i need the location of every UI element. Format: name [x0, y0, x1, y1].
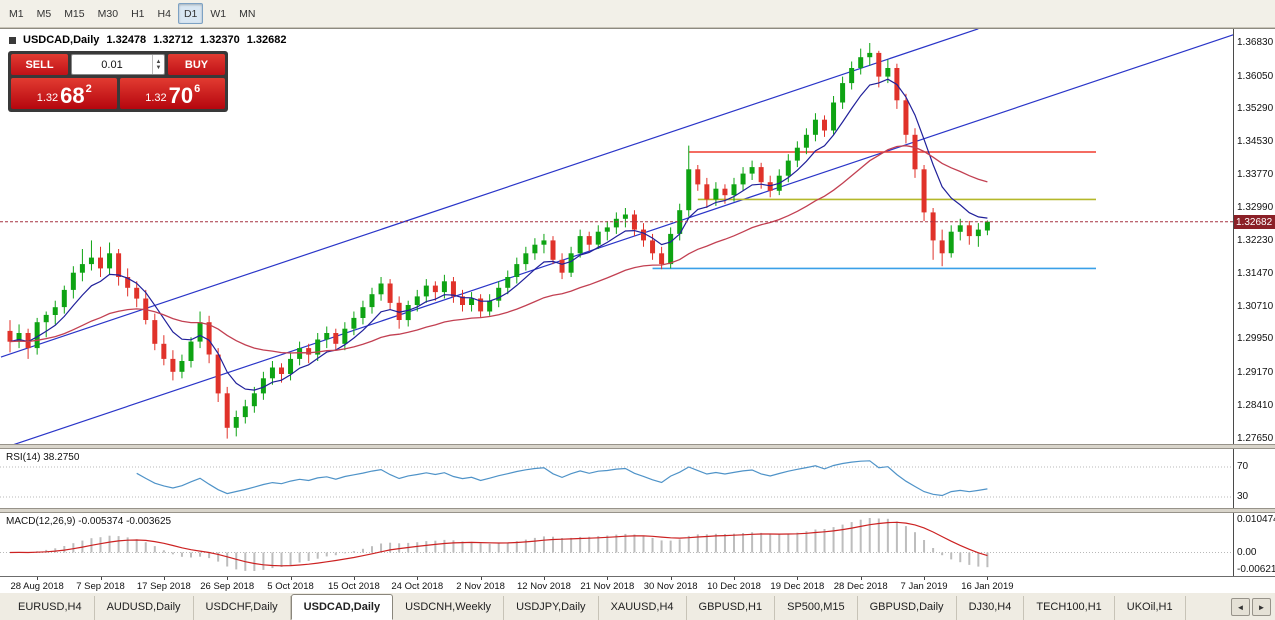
buy-button[interactable]: BUY	[168, 54, 225, 75]
rsi-scale-label: 70	[1237, 461, 1248, 472]
date-tick	[481, 577, 482, 580]
date-axis[interactable]: 28 Aug 20187 Sep 201817 Sep 201826 Sep 2…	[0, 576, 1275, 593]
chart-tab-bar: EURUSD,H4AUDUSD,DailyUSDCHF,DailyUSDCAD,…	[0, 592, 1275, 620]
rsi-line	[0, 461, 1233, 497]
sell-price-big: 68	[60, 85, 84, 107]
date-tick	[987, 577, 988, 580]
horizontal-lines[interactable]	[653, 152, 1096, 268]
chart-tab-xauusd-h4[interactable]: XAUUSD,H4	[599, 596, 687, 620]
timeframe-button-w1[interactable]: W1	[204, 3, 232, 24]
ohlc-high: 1.32712	[153, 34, 193, 46]
sell-price-prefix: 1.32	[37, 92, 58, 104]
date-tick	[924, 577, 925, 580]
date-tick	[291, 577, 292, 580]
timeframe-button-m5[interactable]: M5	[31, 3, 58, 24]
date-tick	[544, 577, 545, 580]
chart-tab-sp500-m15[interactable]: SP500,M15	[775, 596, 857, 620]
chart-tab-ukoil-h1[interactable]: UKOil,H1	[1115, 596, 1186, 620]
price-scale-label: 1.29950	[1237, 333, 1273, 344]
volume-control[interactable]: 0.01 ▲ ▼	[71, 54, 165, 75]
timeframe-button-h1[interactable]: H1	[125, 3, 150, 24]
date-tick	[734, 577, 735, 580]
volume-spinner[interactable]: ▲ ▼	[152, 55, 164, 74]
pane-separator[interactable]	[0, 508, 1275, 513]
price-scale-label: 1.35290	[1237, 103, 1273, 114]
timeframe-button-m15[interactable]: M15	[58, 3, 90, 24]
rsi-pane[interactable]	[0, 449, 1233, 509]
price-scale[interactable]: 1.32682 1.36830 1.36050 1.35290 1.34530 1.33…	[1233, 29, 1275, 576]
price-scale-label: 1.33770	[1237, 169, 1273, 180]
chart-ohlc-header: USDCAD,Daily 1.32478 1.32712 1.32370 1.3…	[9, 34, 286, 46]
chart-tab-tech100-h1[interactable]: TECH100,H1	[1024, 596, 1114, 620]
chart-tab-usdchf-daily[interactable]: USDCHF,Daily	[194, 596, 291, 620]
buy-price-pip: 6	[194, 83, 200, 95]
tab-scroll-left-button[interactable]: ◄	[1231, 598, 1250, 616]
macd-scale-label: 0.010474	[1237, 514, 1275, 525]
chart-window: 28 Aug 20187 Sep 201817 Sep 201826 Sep 2…	[0, 28, 1275, 592]
rsi-label: RSI(14) 38.2750	[6, 452, 79, 463]
ohlc-close: 1.32682	[247, 34, 287, 46]
date-tick	[671, 577, 672, 580]
tab-scroll-right-button[interactable]: ►	[1252, 598, 1271, 616]
volume-down-icon[interactable]: ▼	[156, 65, 162, 71]
buy-price-button[interactable]: 1.32 70 6	[120, 78, 226, 109]
volume-value[interactable]: 0.01	[72, 59, 152, 71]
macd-label: MACD(12,26,9) -0.005374 -0.003625	[6, 516, 171, 527]
buy-price-big: 70	[169, 85, 193, 107]
date-tick	[797, 577, 798, 580]
ohlc-low: 1.32370	[200, 34, 240, 46]
price-scale-label: 1.28410	[1237, 400, 1273, 411]
chart-tab-gbpusd-h1[interactable]: GBPUSD,H1	[687, 596, 776, 620]
timeframe-button-h4[interactable]: H4	[152, 3, 177, 24]
date-tick	[227, 577, 228, 580]
sell-price-button[interactable]: 1.32 68 2	[11, 78, 117, 109]
chart-tab-eurusd-h4[interactable]: EURUSD,H4	[6, 596, 95, 620]
price-scale-label: 1.27650	[1237, 433, 1273, 444]
chart-tab-usdcad-daily[interactable]: USDCAD,Daily	[291, 594, 393, 620]
macd-scale-label: 0.00	[1237, 547, 1256, 558]
current-price-badge: 1.32682	[1234, 215, 1275, 229]
timeframe-button-m1[interactable]: M1	[3, 3, 30, 24]
rsi-scale-label: 30	[1237, 491, 1248, 502]
mt4-window: M1M5M15M30H1H4D1W1MN 28 Aug 20187 Sep 20…	[0, 0, 1275, 620]
date-tick	[861, 577, 862, 580]
price-scale-label: 1.31470	[1237, 268, 1273, 279]
price-scale-label: 1.32230	[1237, 235, 1273, 246]
macd-scale-label: -0.006218	[1237, 564, 1275, 575]
timeframe-button-m30[interactable]: M30	[92, 3, 124, 24]
chart-symbol: USDCAD,Daily	[23, 34, 99, 46]
chart-tab-dj30-h4[interactable]: DJ30,H4	[957, 596, 1025, 620]
price-scale-label: 1.29170	[1237, 367, 1273, 378]
buy-price-prefix: 1.32	[145, 92, 166, 104]
date-tick	[417, 577, 418, 580]
chart-tab-usdcnh-weekly[interactable]: USDCNH,Weekly	[393, 596, 504, 620]
date-tick	[607, 577, 608, 580]
date-tick	[101, 577, 102, 580]
pane-separator[interactable]	[0, 444, 1275, 449]
sell-price-pip: 2	[86, 83, 92, 95]
price-scale-label: 1.36050	[1237, 71, 1273, 82]
sell-button[interactable]: SELL	[11, 54, 68, 75]
timeframe-toolbar: M1M5M15M30H1H4D1W1MN	[0, 0, 1275, 28]
chart-tab-audusd-daily[interactable]: AUDUSD,Daily	[95, 596, 194, 620]
chart-icon	[9, 37, 16, 44]
date-tick	[37, 577, 38, 580]
macd-pane[interactable]	[0, 513, 1233, 576]
price-scale-label: 1.36830	[1237, 37, 1273, 48]
timeframe-button-mn[interactable]: MN	[233, 3, 261, 24]
timeframe-button-d1[interactable]: D1	[178, 3, 203, 24]
date-label: 16 Jan 2019	[950, 581, 1024, 592]
date-tick	[164, 577, 165, 580]
date-tick	[354, 577, 355, 580]
price-scale-label: 1.30710	[1237, 301, 1273, 312]
chart-tab-usdjpy-daily[interactable]: USDJPY,Daily	[504, 596, 599, 620]
one-click-trading-panel: SELL 0.01 ▲ ▼ BUY 1.32 68 2 1.32	[8, 51, 228, 112]
chart-tab-gbpusd-daily[interactable]: GBPUSD,Daily	[858, 596, 957, 620]
price-scale-label: 1.32990	[1237, 202, 1273, 213]
ohlc-open: 1.32478	[106, 34, 146, 46]
price-scale-label: 1.34530	[1237, 136, 1273, 147]
